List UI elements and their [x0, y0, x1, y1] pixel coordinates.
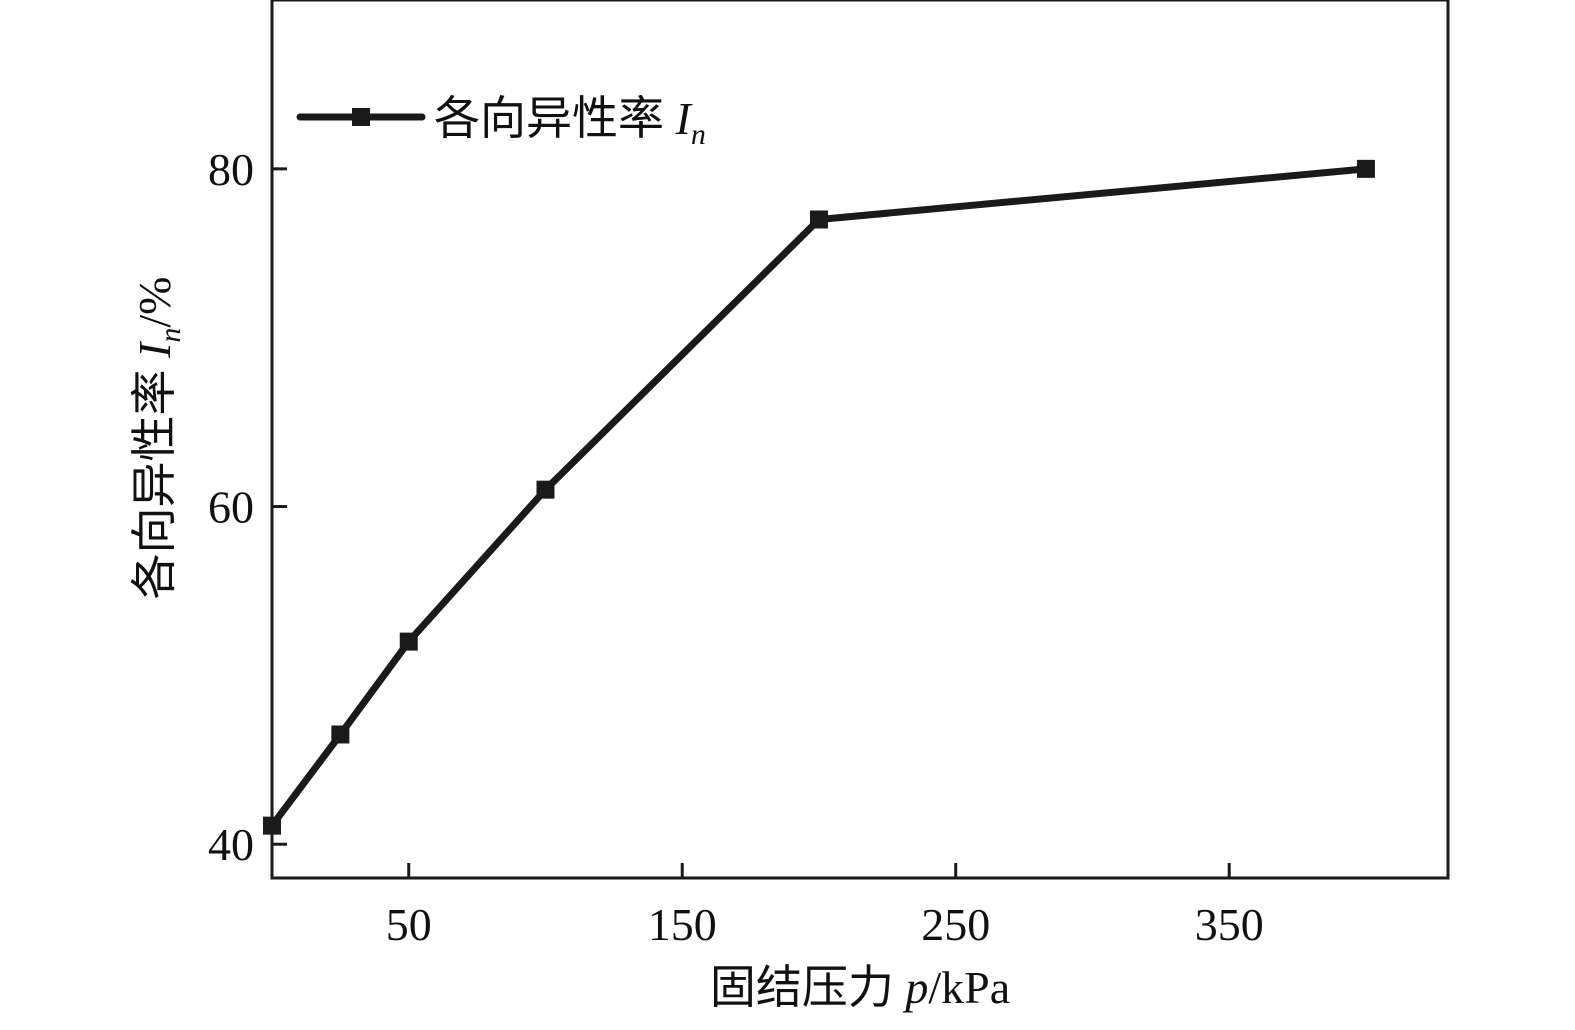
legend: 各向异性率 In	[296, 93, 706, 151]
data-point	[536, 480, 555, 499]
x-tick-label: 250	[921, 899, 990, 950]
y-tick-label: 40	[208, 819, 254, 870]
series-line	[268, 165, 1370, 830]
legend-label: 各向异性率 In	[434, 93, 706, 151]
data-point	[263, 816, 281, 835]
legend-marker	[352, 108, 370, 126]
series-layer	[263, 159, 1375, 835]
y-tick-label: 80	[208, 144, 254, 195]
data-point	[399, 632, 418, 651]
x-axis-ticks: 50 150 250 350	[386, 863, 1264, 950]
y-tick-label: 60	[208, 482, 254, 533]
x-tick-label: 150	[648, 899, 717, 950]
data-point	[1356, 159, 1375, 178]
y-axis-title: 各向异性率 In/%	[129, 277, 187, 600]
x-axis-title: 固结压力 p/kPa	[710, 962, 1010, 1013]
x-tick-label: 50	[386, 899, 432, 950]
x-tick-label: 350	[1195, 899, 1264, 950]
y-axis-ticks: 40 60 80	[208, 144, 287, 870]
data-point	[809, 210, 828, 229]
data-point	[331, 725, 350, 744]
plot-frame	[270, 0, 1450, 880]
